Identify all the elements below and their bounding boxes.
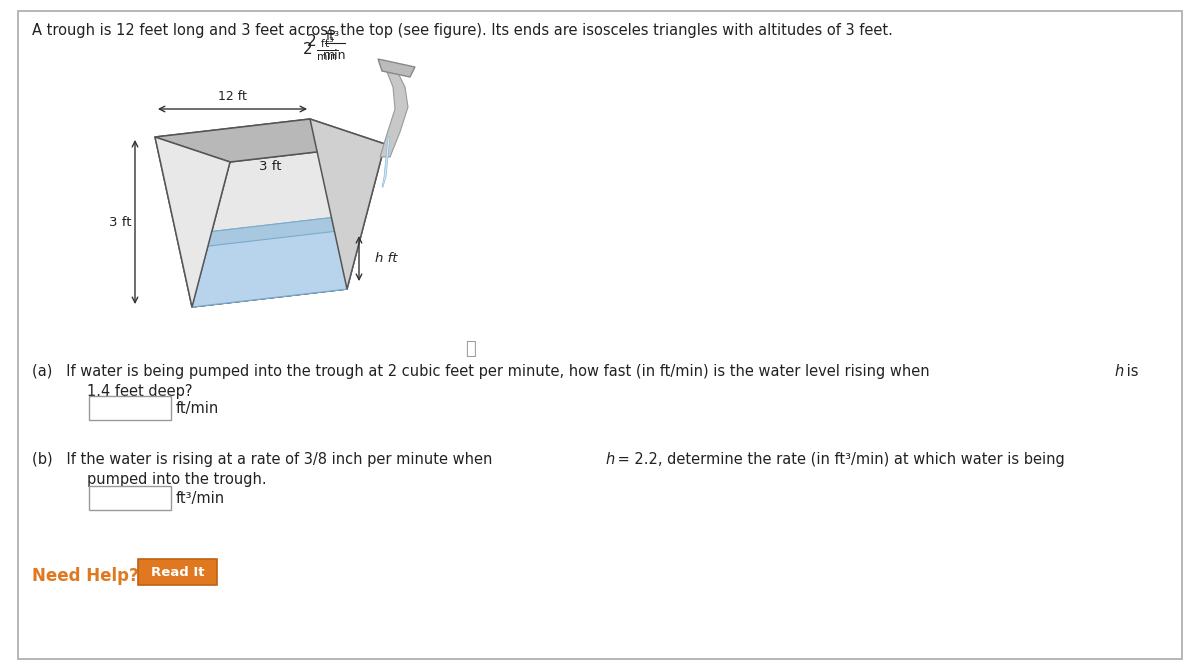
- Text: 12 ft: 12 ft: [218, 90, 247, 103]
- Text: ft³: ft³: [326, 31, 340, 43]
- Polygon shape: [176, 217, 362, 246]
- Polygon shape: [176, 217, 347, 307]
- Polygon shape: [310, 119, 385, 289]
- FancyBboxPatch shape: [89, 486, 172, 510]
- Text: 3 ft: 3 ft: [109, 215, 131, 229]
- Text: = 2.2, determine the rate (in ft³/min) at which water is being: = 2.2, determine the rate (in ft³/min) a…: [613, 452, 1064, 467]
- Text: 1.4 feet deep?: 1.4 feet deep?: [88, 384, 192, 399]
- Polygon shape: [380, 67, 408, 157]
- Text: 2 $\mathregular{\frac{ft^3}{min}}$: 2 $\mathregular{\frac{ft^3}{min}}$: [301, 35, 338, 63]
- Text: Read It: Read It: [151, 566, 205, 578]
- Text: h: h: [1114, 364, 1123, 379]
- Text: (b)   If the water is rising at a rate of 3/8 inch per minute when: (b) If the water is rising at a rate of …: [32, 452, 497, 467]
- Text: 3 ft: 3 ft: [259, 161, 281, 173]
- Text: min: min: [323, 49, 347, 62]
- Text: ft/min: ft/min: [176, 400, 220, 416]
- Polygon shape: [176, 235, 208, 307]
- Text: (a)   If water is being pumped into the trough at 2 cubic feet per minute, how f: (a) If water is being pumped into the tr…: [32, 364, 935, 379]
- Polygon shape: [192, 144, 385, 307]
- Polygon shape: [155, 119, 347, 307]
- Text: ⓘ: ⓘ: [464, 340, 475, 358]
- Text: pumped into the trough.: pumped into the trough.: [88, 472, 266, 487]
- FancyBboxPatch shape: [138, 559, 217, 585]
- Polygon shape: [155, 119, 385, 162]
- Polygon shape: [378, 59, 415, 77]
- Polygon shape: [382, 137, 390, 187]
- Polygon shape: [192, 228, 362, 307]
- Polygon shape: [331, 217, 362, 289]
- Text: A trough is 12 feet long and 3 feet across the top (see figure). Its ends are is: A trough is 12 feet long and 3 feet acro…: [32, 23, 893, 38]
- Text: Need Help?: Need Help?: [32, 567, 139, 585]
- Text: is: is: [1122, 364, 1139, 379]
- FancyBboxPatch shape: [89, 396, 172, 420]
- Text: h: h: [605, 452, 614, 467]
- Text: h ft: h ft: [374, 252, 397, 265]
- Text: 2: 2: [306, 35, 316, 49]
- Polygon shape: [155, 137, 230, 307]
- Text: ft³/min: ft³/min: [176, 490, 226, 506]
- FancyBboxPatch shape: [18, 11, 1182, 659]
